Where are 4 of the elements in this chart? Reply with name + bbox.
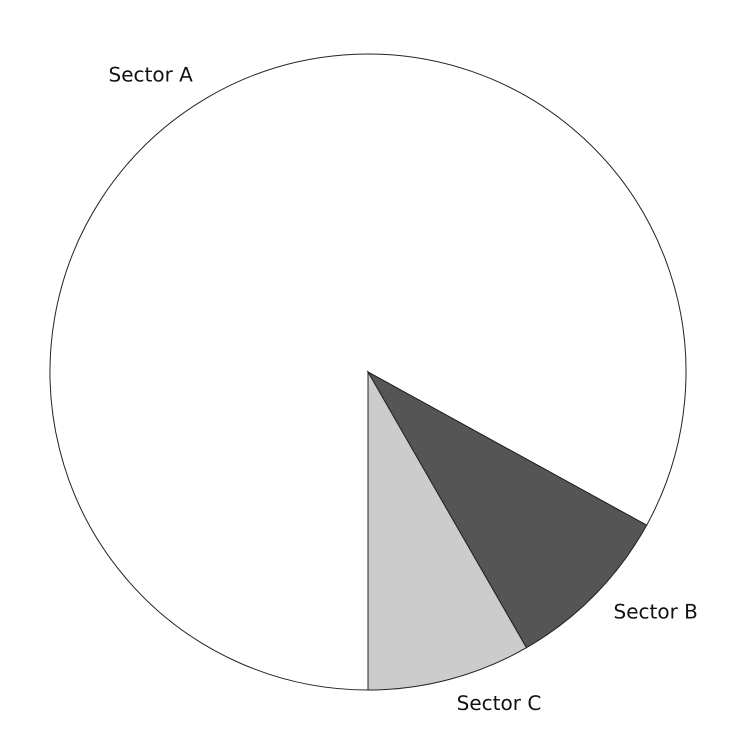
slice-label: Sector B [614, 599, 698, 624]
slice-label: Sector A [108, 62, 194, 86]
pie-slice [50, 54, 686, 690]
slice-label: Sector C [456, 690, 542, 715]
